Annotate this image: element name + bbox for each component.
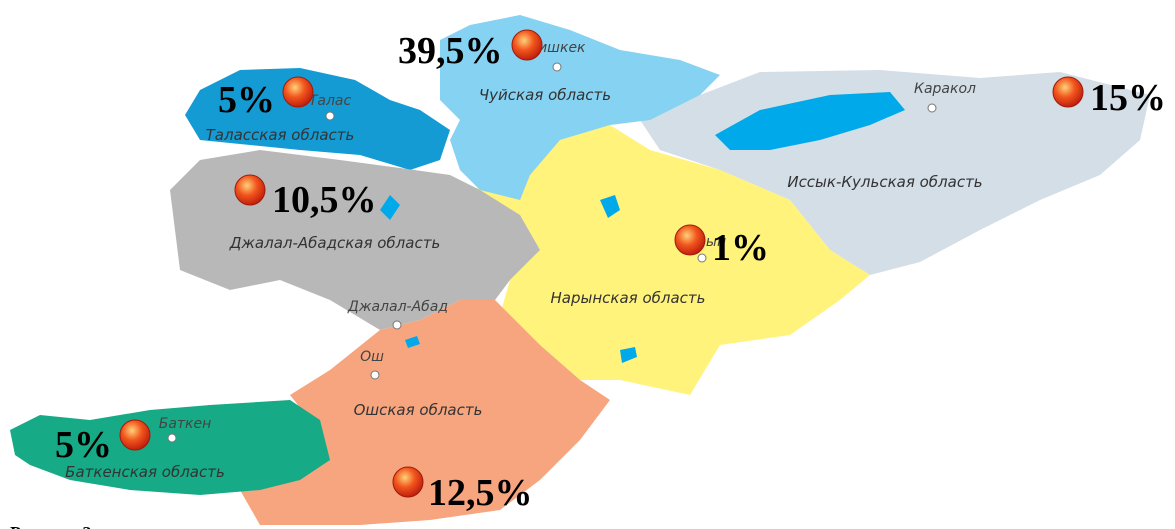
flag-icon bbox=[119, 419, 151, 451]
caption: Рисунок 2 bbox=[10, 523, 91, 529]
city-dot bbox=[697, 253, 707, 263]
region-label: Джалал-Абадская область bbox=[229, 234, 441, 252]
region-label: Иссык-Кульская область bbox=[787, 173, 982, 191]
city-label: Джалал-Абад bbox=[347, 299, 448, 315]
percent-label: 1% bbox=[712, 227, 769, 269]
percent-label: 5% bbox=[55, 424, 112, 466]
region-label: Баткенская область bbox=[65, 463, 225, 481]
city-dot bbox=[392, 320, 402, 330]
flag-icon bbox=[282, 76, 314, 108]
region-label: Чуйская область bbox=[479, 86, 611, 104]
flag-icon bbox=[674, 224, 706, 256]
percent-label: 15% bbox=[1090, 77, 1166, 119]
region-label: Нарынская область bbox=[551, 289, 706, 307]
city-label: Ош bbox=[360, 349, 384, 365]
city-dot bbox=[370, 370, 380, 380]
city-dot bbox=[552, 62, 562, 72]
region-label: Ошская область bbox=[354, 401, 483, 419]
regions bbox=[10, 15, 1150, 525]
city-label: Баткен bbox=[159, 416, 212, 432]
region-talas bbox=[185, 68, 450, 170]
region-naryn bbox=[470, 125, 870, 395]
percent-label: 12,5% bbox=[428, 472, 533, 514]
flag-icon bbox=[234, 174, 266, 206]
region-osh bbox=[240, 300, 610, 525]
percent-label: 5% bbox=[218, 79, 275, 121]
percent-label: 39,5% bbox=[398, 30, 503, 72]
lakes bbox=[380, 195, 637, 363]
percent-label: 10,5% bbox=[272, 179, 377, 221]
city-label: Бишкек bbox=[528, 40, 586, 56]
region-label: Таласская область bbox=[206, 126, 355, 144]
region-batken bbox=[10, 400, 330, 495]
city-dot bbox=[325, 111, 335, 121]
region-chui bbox=[440, 15, 720, 200]
flag-icon bbox=[1052, 76, 1084, 108]
city-dot bbox=[167, 433, 177, 443]
flag-icon bbox=[392, 466, 424, 498]
city-label: Каракол bbox=[914, 81, 976, 97]
city-dot bbox=[927, 103, 937, 113]
lake bbox=[715, 92, 905, 150]
city-label: Талас bbox=[309, 93, 352, 109]
flag-icon bbox=[511, 29, 543, 61]
